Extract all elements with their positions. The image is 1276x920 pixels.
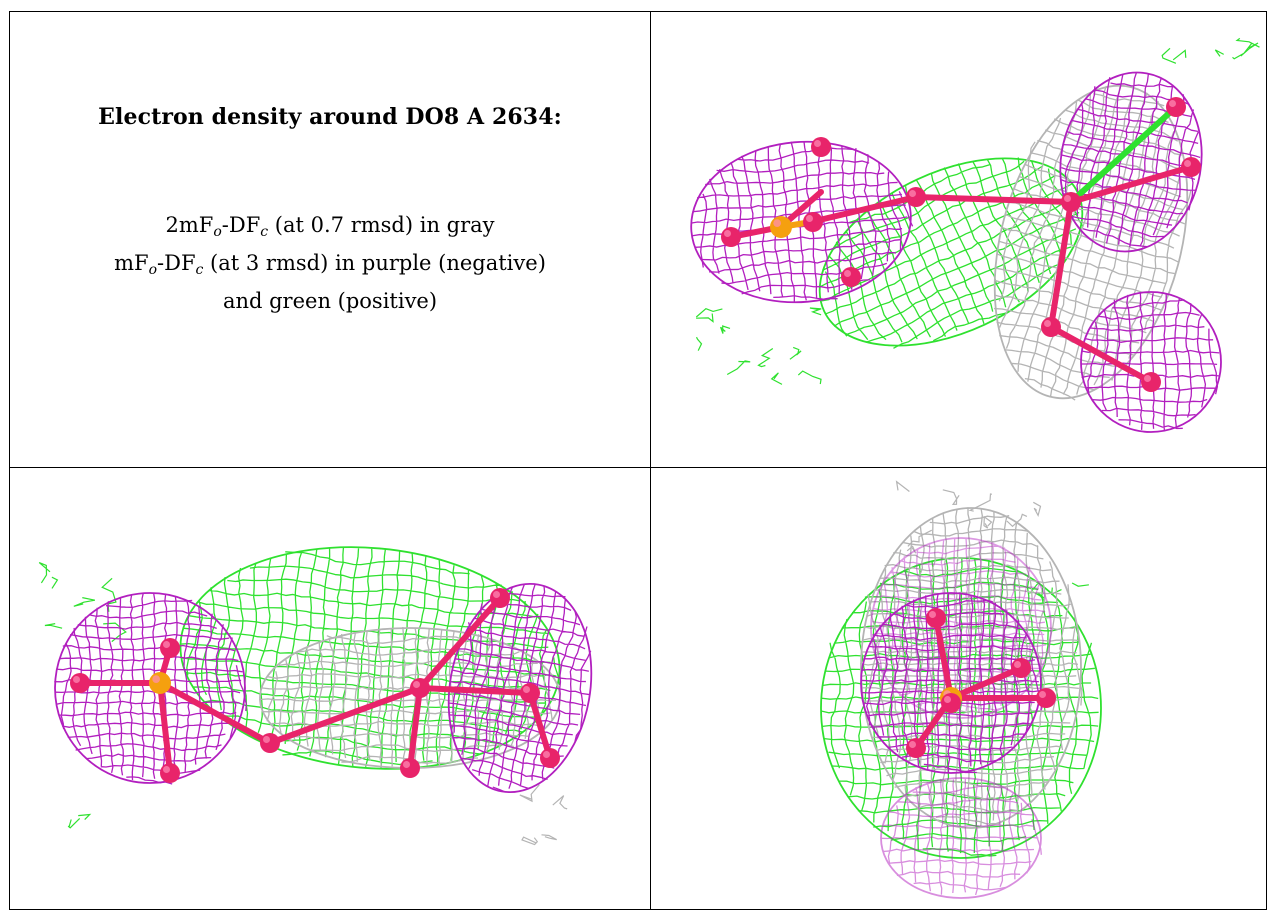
- phosphorus-atom: [149, 672, 171, 694]
- bond: [808, 194, 919, 225]
- oxygen-atom: [70, 673, 90, 693]
- oxygen-atom: [926, 608, 946, 628]
- gray-density-fragments: [519, 784, 568, 846]
- negative-density-mesh-right-top: [1059, 71, 1203, 253]
- oxygen-atom: [906, 187, 926, 207]
- oxygen-atom: [811, 137, 831, 157]
- legend-2fofc: 2mFo-DFc (at 0.7 rmsd) in gray: [165, 213, 495, 240]
- gray-density-mesh: [859, 507, 1083, 829]
- oxygen-atom: [540, 748, 560, 768]
- positive-density-fragments: [38, 562, 127, 643]
- oxygen-atom: [1036, 688, 1056, 708]
- table-divider-vertical: [650, 12, 651, 909]
- oxygen-atom: [1181, 157, 1201, 177]
- table-divider-horizontal: [10, 467, 1266, 468]
- bond: [1048, 324, 1154, 385]
- oxygen-atom: [841, 267, 861, 287]
- oxygen-atom: [803, 212, 823, 232]
- bond: [1068, 104, 1179, 205]
- density-view-top-right: [651, 12, 1267, 467]
- oxygen-atom: [1041, 317, 1061, 337]
- oxygen-atom: [1011, 658, 1031, 678]
- oxygen-atom: [1061, 192, 1081, 212]
- caption-cell: Electron density around DO8 A 2634: 2mFo…: [10, 12, 650, 467]
- negative-density-mesh-back: [870, 537, 1052, 719]
- oxygen-atom: [1166, 97, 1186, 117]
- bond: [1068, 164, 1194, 205]
- legend-fofc-positive: and green (positive): [222, 289, 438, 313]
- bond: [417, 595, 503, 691]
- legend-fofc: mFo-DFc (at 3 rmsd) in purple (negative): [114, 251, 546, 278]
- oxygen-atom: [906, 738, 926, 758]
- gray-density-fragments: [895, 480, 1042, 554]
- bond: [417, 685, 533, 696]
- oxygen-atom: [941, 693, 961, 713]
- bond: [157, 680, 173, 776]
- bond: [527, 690, 553, 761]
- oxygen-atom: [721, 227, 741, 247]
- caption-legend: 2mFo-DFc (at 0.7 rmsd) in gray mFo-DFc (…: [10, 210, 650, 317]
- oxygen-atom: [520, 683, 540, 703]
- negative-density-mesh-right-bottom: [1080, 291, 1222, 433]
- negative-density-mesh-right: [447, 582, 593, 794]
- oxygen-atom: [400, 758, 420, 778]
- oxygen-atom: [160, 763, 180, 783]
- oxygen-atom: [260, 733, 280, 753]
- density-view-bottom-left: [10, 468, 650, 910]
- phosphorus-atom: [770, 216, 792, 238]
- figure-table: Electron density around DO8 A 2634: 2mFo…: [9, 11, 1267, 910]
- negative-density-mesh-lower: [880, 777, 1042, 899]
- negative-density-mesh-front: [860, 592, 1043, 774]
- bond: [933, 615, 954, 701]
- positive-density-mesh: [179, 546, 561, 770]
- oxygen-atom: [1141, 372, 1161, 392]
- bond: [913, 194, 1074, 205]
- oxygen-atom: [490, 588, 510, 608]
- positive-density-fragments-top: [1161, 37, 1260, 64]
- density-view-bottom-right: [651, 468, 1267, 910]
- positive-density-fragments: [695, 307, 822, 385]
- bond: [267, 685, 423, 746]
- bond: [948, 665, 1024, 701]
- positive-density-fragments-small: [67, 813, 92, 829]
- caption-title: Electron density around DO8 A 2634:: [98, 104, 562, 130]
- bond: [407, 685, 423, 771]
- bond: [157, 680, 273, 746]
- oxygen-atom: [410, 678, 430, 698]
- bond: [1048, 199, 1074, 330]
- oxygen-atom: [160, 638, 180, 658]
